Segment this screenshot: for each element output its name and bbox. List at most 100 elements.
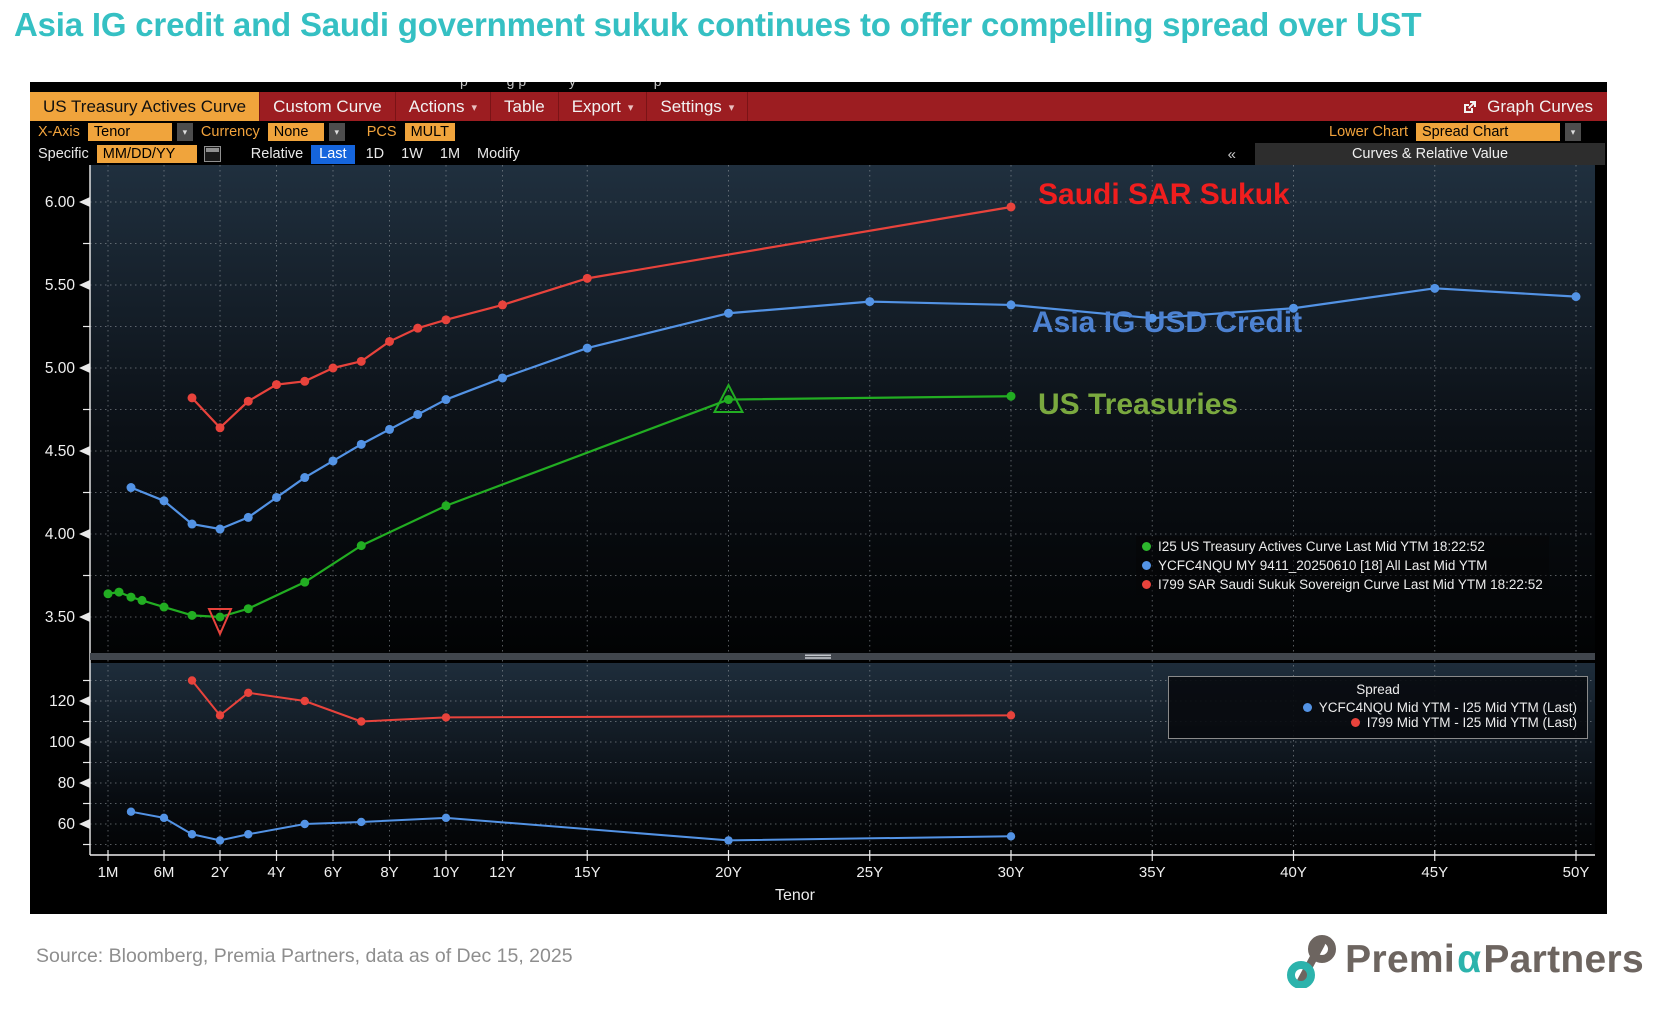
collapse-panel-icon[interactable]: [1228, 146, 1236, 163]
legend-row: YCFC4NQU Mid YTM - I25 Mid YTM (Last): [1179, 700, 1577, 715]
x-tick-label: 25Y: [856, 864, 883, 881]
menu-export[interactable]: Export: [559, 92, 648, 121]
y-tick-label-main: 4.50: [45, 443, 76, 460]
relative-label: Relative: [250, 146, 304, 162]
series-ycfc4nqu-mid-ytm-i25-mid-ytm-last-: [126, 807, 1016, 845]
x-tick-label: 6Y: [324, 864, 342, 881]
y-tick-label-lower: 60: [58, 816, 76, 833]
x-axis-caret-icon[interactable]: [176, 123, 193, 141]
y-tick-label-main: 4.00: [45, 526, 76, 543]
tab-custom-curve[interactable]: Custom Curve: [260, 92, 396, 121]
y-tick-label-main: 6.00: [45, 194, 76, 211]
annotation-us-treasuries: US Treasuries: [1038, 388, 1239, 421]
legend-text: YCFC4NQU Mid YTM - I25 Mid YTM (Last): [1318, 700, 1577, 715]
pcs-label: PCS: [366, 124, 397, 140]
x-tick-label: 30Y: [998, 864, 1025, 881]
series-saudi-sar-sukuk: [187, 202, 1016, 433]
legend-text: YCFC4NQU MY 9411_20250610 [18] All Last …: [1158, 558, 1488, 573]
graph-curves-button[interactable]: Graph Curves: [1448, 92, 1607, 121]
chart-splitter: [90, 653, 1595, 660]
series-us-treasuries: [103, 382, 1016, 637]
menu-actions[interactable]: Actions: [396, 92, 492, 121]
x-tick-label: 6M: [154, 864, 175, 881]
legend-text: I799 Mid YTM - I25 Mid YTM (Last): [1366, 715, 1577, 730]
x-tick-label: 15Y: [574, 864, 601, 881]
axis-controls-row: X-Axis Tenor Currency None PCS MULT Lowe…: [30, 121, 1607, 143]
legend-dot-icon: [1142, 561, 1151, 570]
relative-option-1m[interactable]: 1M: [439, 146, 461, 162]
clipped-text: p g p y p: [460, 82, 662, 89]
marker-triangle-up: [712, 382, 745, 414]
annotation-asia-ig-usd-credit: Asia IG USD Credit: [1032, 306, 1303, 339]
splitter-drag-handle[interactable]: [805, 654, 831, 657]
modify-button[interactable]: Modify: [477, 146, 520, 162]
lower-chart-caret-icon[interactable]: [1565, 123, 1581, 141]
x-tick-label: 45Y: [1421, 864, 1448, 881]
menu-bar: US Treasury Actives Curve Custom Curve A…: [30, 92, 1607, 121]
tab-us-treasury-actives-curve[interactable]: US Treasury Actives Curve: [30, 92, 261, 121]
x-tick-label: 12Y: [489, 864, 516, 881]
x-tick-label: 8Y: [380, 864, 398, 881]
calendar-icon[interactable]: [203, 146, 221, 162]
premia-logo-text: PremiαPartners: [1345, 938, 1644, 981]
y-tick-label-lower: 120: [49, 693, 75, 710]
x-tick-label: 2Y: [211, 864, 229, 881]
tab-curves-relative-value[interactable]: Curves & Relative Value: [1255, 143, 1605, 165]
premia-logo-icon: [1287, 935, 1337, 988]
currency-select[interactable]: None: [267, 123, 324, 141]
legend-row: I799 Mid YTM - I25 Mid YTM (Last): [1179, 715, 1577, 730]
y-tick-label-main: 5.50: [45, 277, 76, 294]
lower-chart-select[interactable]: Spread Chart: [1416, 123, 1560, 141]
y-tick-label-main: 3.50: [45, 609, 76, 626]
x-axis-label: X-Axis: [38, 124, 80, 140]
legend-dot-icon: [1142, 542, 1151, 551]
lower-chart-label: Lower Chart: [1329, 124, 1408, 140]
export-window-icon: [1462, 99, 1478, 115]
y-tick-label-lower: 80: [58, 775, 76, 792]
menu-table[interactable]: Table: [491, 92, 559, 121]
main-chart-legend: I25 US Treasury Actives Curve Last Mid Y…: [1136, 536, 1549, 595]
clipped-text-row: p g p y p: [30, 82, 1607, 92]
page-title: Asia IG credit and Saudi government suku…: [14, 6, 1422, 43]
date-controls-row: Specific MM/DD/YY Relative Last 1D 1W 1M…: [30, 143, 1607, 165]
x-tick-label: 40Y: [1280, 864, 1307, 881]
x-tick-label: 1M: [98, 864, 119, 881]
relative-option-1w[interactable]: 1W: [401, 146, 423, 162]
legend-dot-icon: [1142, 580, 1151, 589]
marker-triangle-down: [207, 608, 233, 637]
specific-label: Specific: [38, 146, 89, 162]
x-axis-select[interactable]: Tenor: [87, 123, 172, 141]
legend-dot-icon: [1302, 703, 1312, 712]
menu-settings[interactable]: Settings: [647, 92, 749, 121]
x-tick-label: 35Y: [1139, 864, 1166, 881]
spread-legend-title: Spread: [1356, 682, 1400, 697]
legend-row: YCFC4NQU MY 9411_20250610 [18] All Last …: [1142, 558, 1543, 573]
spread-chart-legend: Spread YCFC4NQU Mid YTM - I25 Mid YTM (L…: [1168, 676, 1588, 739]
x-tick-label: 10Y: [433, 864, 460, 881]
premia-partners-logo: PremiαPartners: [1287, 932, 1644, 988]
x-axis-title: Tenor: [775, 887, 816, 904]
series-asia-ig-usd-credit: [126, 283, 1581, 534]
y-tick-label-lower: 100: [49, 734, 75, 751]
series-i799-mid-ytm-i25-mid-ytm-last-: [187, 676, 1016, 726]
relative-option-1d[interactable]: 1D: [365, 146, 385, 162]
legend-row: I25 US Treasury Actives Curve Last Mid Y…: [1142, 539, 1543, 554]
relative-option-last[interactable]: Last: [311, 144, 355, 164]
specific-date-input[interactable]: MM/DD/YY: [96, 145, 197, 163]
currency-caret-icon[interactable]: [328, 123, 345, 141]
alpha-glyph: α: [1457, 938, 1482, 981]
legend-dot-icon: [1350, 718, 1360, 727]
y-tick-label-main: 5.00: [45, 360, 76, 377]
curves-chart: 1M 6M 2Y 4Y 6Y 8Y 10Y 12Y 15Y 20Y 25Y 30Y 35Y 40Y 45Y 5…: [45, 160, 1595, 904]
source-note: Source: Bloomberg, Premia Partners, data…: [36, 945, 573, 967]
annotation-saudi-sar-sukuk: Saudi SAR Sukuk: [1038, 178, 1290, 211]
legend-row: I799 SAR Saudi Sukuk Sovereign Curve Las…: [1142, 577, 1543, 592]
legend-text: I799 SAR Saudi Sukuk Sovereign Curve Las…: [1158, 577, 1543, 592]
x-tick-label: 20Y: [715, 864, 742, 881]
legend-text: I25 US Treasury Actives Curve Last Mid Y…: [1158, 539, 1485, 554]
currency-label: Currency: [200, 124, 260, 140]
x-tick-label: 4Y: [267, 864, 285, 881]
pcs-value[interactable]: MULT: [404, 123, 455, 141]
x-tick-label: 50Y: [1563, 864, 1590, 881]
graph-curves-label: Graph Curves: [1487, 96, 1593, 116]
